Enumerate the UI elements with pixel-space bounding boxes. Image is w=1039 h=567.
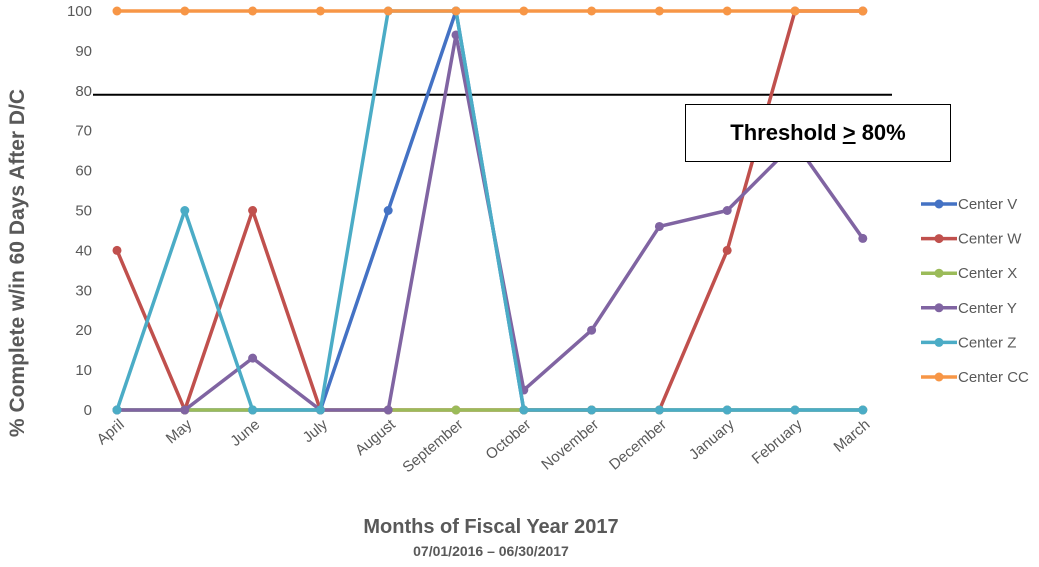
x-tick-label: September <box>399 416 466 476</box>
data-point <box>248 6 258 16</box>
series-center-z <box>112 6 868 415</box>
legend-item: Center Z <box>921 334 1016 351</box>
data-point <box>722 6 732 16</box>
data-point <box>654 221 664 231</box>
legend-marker <box>934 303 944 313</box>
legend-marker <box>934 337 944 347</box>
data-point <box>722 405 732 415</box>
y-tick-label: 20 <box>75 322 92 339</box>
y-tick-label: 90 <box>75 43 92 60</box>
data-point <box>587 405 597 415</box>
legend-marker <box>934 372 944 382</box>
y-tick-label: 30 <box>75 282 92 299</box>
y-axis-ticks: 0 10 20 30 40 50 60 70 80 90 100 <box>67 3 92 419</box>
data-point <box>519 6 529 16</box>
y-tick-label: 80 <box>75 83 92 100</box>
series-layer <box>112 6 868 415</box>
data-point <box>180 405 190 415</box>
x-axis-label: Months of Fiscal Year 2017 <box>363 516 618 538</box>
threshold-annotation-symbol: > <box>842 120 856 145</box>
data-point <box>315 405 325 415</box>
data-point <box>451 6 461 16</box>
legend-label: Center Z <box>958 334 1016 351</box>
x-tick-label: May <box>163 416 196 448</box>
legend-label: Center V <box>958 196 1017 213</box>
data-point <box>722 245 732 255</box>
data-point <box>587 325 597 335</box>
data-point <box>180 6 190 16</box>
x-tick-label: April <box>94 416 128 448</box>
data-point <box>383 405 393 415</box>
legend-item: Center CC <box>921 369 1029 386</box>
data-point <box>315 6 325 16</box>
y-tick-label: 40 <box>75 242 92 259</box>
y-tick-label: 10 <box>75 362 92 379</box>
x-tick-label: January <box>686 416 738 464</box>
threshold-annotation-suffix: 80% <box>855 120 906 145</box>
data-point <box>858 233 868 243</box>
y-axis-label: % Complete w/in 60 Days After D/C <box>6 89 29 437</box>
legend-marker <box>934 234 944 244</box>
y-tick-label: 0 <box>84 402 92 419</box>
data-point <box>858 405 868 415</box>
series-center-cc <box>112 6 868 16</box>
x-tick-label: June <box>227 416 263 450</box>
data-point <box>654 405 664 415</box>
data-point <box>248 353 258 363</box>
x-tick-label: August <box>352 416 399 460</box>
data-point <box>180 206 190 215</box>
legend-item: Center X <box>921 265 1017 282</box>
legend-item: Center V <box>921 196 1017 213</box>
legend-marker <box>934 268 944 278</box>
legend-marker <box>934 199 944 209</box>
series-center-y <box>112 30 868 415</box>
y-tick-label: 100 <box>67 3 92 20</box>
legend: Center V Center W Center X Center Y Center Z… <box>921 196 1029 386</box>
data-point <box>248 405 258 415</box>
data-point <box>858 6 868 16</box>
legend-item: Center Y <box>921 300 1017 317</box>
x-tick-label: October <box>483 416 535 463</box>
data-point <box>790 405 800 415</box>
data-point <box>722 206 732 215</box>
x-axis-ticks: April May June July August September October No… <box>94 416 874 477</box>
series-line <box>117 33 865 412</box>
x-tick-label: July <box>300 416 332 446</box>
legend-label: Center X <box>958 265 1017 282</box>
x-tick-label: November <box>538 416 602 474</box>
y-tick-label: 60 <box>75 163 92 180</box>
data-point <box>654 6 664 16</box>
legend-label: Center CC <box>958 369 1029 386</box>
data-point <box>112 245 122 255</box>
threshold-annotation-prefix: Threshold <box>730 120 843 145</box>
x-tick-label: December <box>606 416 670 474</box>
data-point <box>383 206 393 215</box>
x-axis-subtitle: 07/01/2016 – 06/30/2017 <box>413 543 569 559</box>
data-point <box>519 405 529 415</box>
data-point <box>248 206 258 215</box>
y-tick-label: 50 <box>75 203 92 220</box>
series-line <box>115 9 863 412</box>
threshold-annotation: Threshold > 80% <box>685 104 951 162</box>
y-tick-label: 70 <box>75 123 92 140</box>
data-point <box>383 6 393 16</box>
data-point <box>112 405 122 415</box>
x-tick-label: March <box>831 416 874 456</box>
legend-label: Center Y <box>958 300 1017 317</box>
x-tick-label: February <box>749 416 806 468</box>
data-point <box>112 6 122 16</box>
data-point <box>451 405 461 415</box>
legend-item: Center W <box>921 231 1022 248</box>
data-point <box>587 6 597 16</box>
legend-label: Center W <box>958 231 1022 248</box>
data-point <box>790 6 800 16</box>
